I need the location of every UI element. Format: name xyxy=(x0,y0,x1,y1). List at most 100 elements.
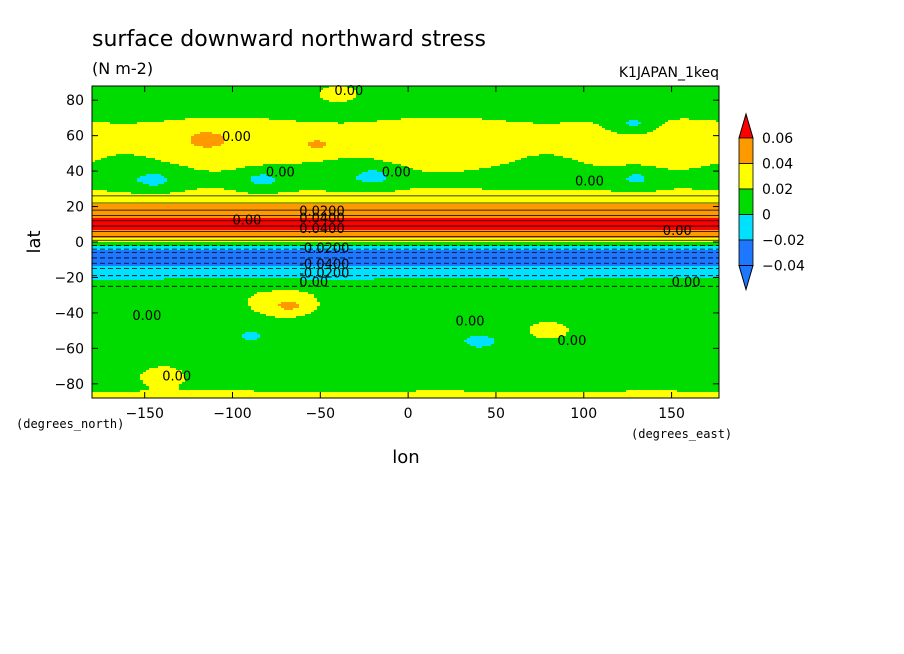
heatmap-cell xyxy=(323,88,327,91)
heatmap-cell xyxy=(503,110,507,113)
heatmap-cell xyxy=(512,104,516,107)
heatmap-cell xyxy=(515,88,519,91)
heatmap-cell xyxy=(281,96,285,99)
heatmap-cell xyxy=(395,106,399,109)
heatmap-cell xyxy=(185,102,189,105)
heatmap-cell xyxy=(671,106,675,109)
heatmap-cell xyxy=(290,88,294,91)
heatmap-cell xyxy=(221,104,225,107)
heatmap-cell xyxy=(134,86,138,89)
heatmap-cell xyxy=(554,102,558,105)
heatmap-cell xyxy=(296,106,300,109)
heatmap-cell xyxy=(434,94,438,97)
heatmap-cell xyxy=(650,104,654,107)
heatmap-cell xyxy=(437,92,441,95)
heatmap-cell xyxy=(695,104,699,107)
heatmap-cell xyxy=(218,90,222,93)
heatmap-cell xyxy=(689,92,693,95)
heatmap-cell xyxy=(305,90,309,93)
heatmap-cell xyxy=(194,108,198,111)
heatmap-cell xyxy=(539,98,543,101)
heatmap-cell xyxy=(611,98,615,101)
heatmap-cell xyxy=(257,100,261,103)
heatmap-cell xyxy=(341,90,345,93)
heatmap-cell xyxy=(233,90,237,93)
heatmap-cell xyxy=(122,98,126,101)
heatmap-cell xyxy=(530,108,534,111)
heatmap-cell xyxy=(689,108,693,111)
heatmap-cell xyxy=(377,100,381,103)
heatmap-cell xyxy=(173,110,177,113)
heatmap-cell xyxy=(353,108,357,111)
heatmap-cell xyxy=(302,100,306,103)
heatmap-cell xyxy=(404,96,408,99)
heatmap-cell xyxy=(518,90,522,93)
heatmap-cell xyxy=(161,102,165,105)
heatmap-cell xyxy=(464,102,468,105)
heatmap-cell xyxy=(581,98,585,101)
heatmap-cell xyxy=(134,96,138,99)
heatmap-cell xyxy=(95,108,99,111)
heatmap-cell xyxy=(110,94,114,97)
heatmap-cell xyxy=(563,100,567,103)
heatmap-cell xyxy=(317,96,321,99)
heatmap-cell xyxy=(554,110,558,113)
heatmap-cell xyxy=(92,90,96,93)
heatmap-cell xyxy=(173,106,177,109)
heatmap-cell xyxy=(497,108,501,111)
heatmap-cell xyxy=(617,100,621,103)
heatmap-cell xyxy=(527,90,531,93)
heatmap-cell xyxy=(701,102,705,105)
heatmap-cell xyxy=(467,106,471,109)
heatmap-cell xyxy=(635,106,639,109)
heatmap-cell xyxy=(293,94,297,97)
heatmap-cell xyxy=(284,88,288,91)
heatmap-cell xyxy=(707,104,711,107)
heatmap-cell xyxy=(515,92,519,95)
heatmap-cell xyxy=(287,90,291,93)
heatmap-cell xyxy=(587,90,591,93)
heatmap-cell xyxy=(515,94,519,97)
heatmap-cell xyxy=(446,88,450,91)
heatmap-cell xyxy=(653,102,657,105)
heatmap-cell xyxy=(701,104,705,107)
heatmap-cell xyxy=(311,90,315,93)
heatmap-cell xyxy=(482,108,486,111)
heatmap-cell xyxy=(188,94,192,97)
heatmap-cell xyxy=(614,108,618,111)
heatmap-cell xyxy=(239,90,243,93)
heatmap-cell xyxy=(389,90,393,93)
heatmap-cell xyxy=(278,104,282,107)
heatmap-cell xyxy=(389,102,393,105)
heatmap-cell xyxy=(650,90,654,93)
heatmap-cell xyxy=(314,94,318,97)
heatmap-cell xyxy=(212,108,216,111)
heatmap-cell xyxy=(416,86,420,89)
heatmap-cell xyxy=(455,92,459,95)
heatmap-cell xyxy=(194,104,198,107)
heatmap-cell xyxy=(494,106,498,109)
heatmap-cell xyxy=(191,92,195,95)
heatmap-cell xyxy=(281,92,285,95)
heatmap-cell xyxy=(632,106,636,109)
heatmap-cell xyxy=(614,86,618,89)
heatmap-cell xyxy=(332,96,336,99)
heatmap-cell xyxy=(377,102,381,105)
heatmap-cell xyxy=(599,86,603,89)
heatmap-cell xyxy=(665,104,669,107)
heatmap-cell xyxy=(374,108,378,111)
heatmap-cell xyxy=(449,98,453,101)
heatmap-cell xyxy=(149,108,153,111)
heatmap-cell xyxy=(293,108,297,111)
heatmap-cell xyxy=(266,90,270,93)
heatmap-cell xyxy=(320,88,324,91)
heatmap-cell xyxy=(650,102,654,105)
heatmap-cell xyxy=(275,106,279,109)
heatmap-cell xyxy=(386,98,390,101)
heatmap-cell xyxy=(428,90,432,93)
heatmap-cell xyxy=(329,90,333,93)
heatmap-cell xyxy=(389,98,393,101)
heatmap-cell xyxy=(272,96,276,99)
heatmap-cell xyxy=(293,90,297,93)
heatmap-cell xyxy=(506,92,510,95)
